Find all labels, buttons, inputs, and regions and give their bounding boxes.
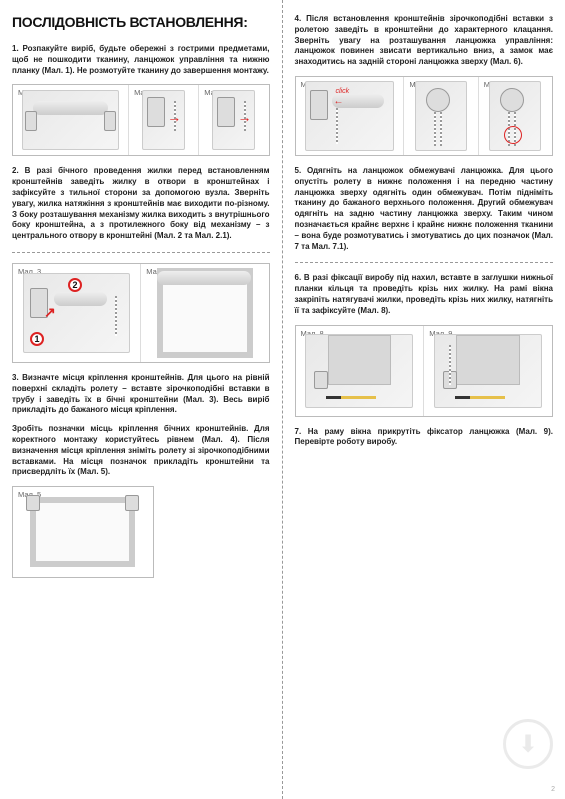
diagram-7 <box>415 81 467 151</box>
click-label: click <box>336 88 350 95</box>
diagram-2: → <box>142 90 185 150</box>
diagram-4 <box>157 268 252 358</box>
diagram-9 <box>434 334 542 408</box>
step-2-text: 2. В разі бічного проведення жилки перед… <box>12 166 270 242</box>
diagram-6: click ← <box>305 81 395 151</box>
step-6-text: 6. В разі фіксації виробу під нахил, вст… <box>295 273 554 316</box>
diagram-71 <box>489 81 541 151</box>
diagram-5 <box>30 497 135 567</box>
screwdriver-icon <box>326 396 376 399</box>
figure-box-3: Мал. 5 <box>12 486 154 578</box>
step-7-text: 7. На раму вікна прикрутіть фіксатор лан… <box>295 427 554 449</box>
callout-1: 1 <box>30 332 44 346</box>
callout-2: 2 <box>68 278 82 292</box>
figure-box-4: Мал. 6 click ← Мал. 7 Мал. 7.1 <box>295 76 554 156</box>
diagram-8 <box>305 334 413 408</box>
diagram-1 <box>22 90 118 150</box>
diagram-3: 1 2 ↗ <box>23 273 130 353</box>
page-number: 2 <box>551 786 555 793</box>
figure-box-2: Мал. 3 1 2 ↗ Мал. 4 <box>12 263 270 363</box>
divider <box>12 252 270 253</box>
divider <box>295 262 554 263</box>
diagram-21: → <box>212 90 255 150</box>
watermark-icon: ⬇ <box>503 719 553 769</box>
step-3a-text: 3. Визначте місця кріплення кронштейнів.… <box>12 373 270 416</box>
figure-box-5: Мал. 8 Мал. 9 <box>295 325 554 417</box>
step-1-text: 1. Розпакуйте виріб, будьте обережні з г… <box>12 44 270 76</box>
step-3b-text: Зробіть позначки місць кріплення бічних … <box>12 424 270 478</box>
figure-box-1: Мал. 1 Мал. 2 → Мал. 2.1 <box>12 84 270 156</box>
step-5-text: 5. Одягніть на ланцюжок обмежувачі ланцю… <box>295 166 554 252</box>
page-title: ПОСЛІДОВНІСТЬ ВСТАНОВЛЕННЯ: <box>12 14 270 30</box>
screwdriver-icon <box>455 396 505 399</box>
step-4-text: 4. Після встановлення кронштейнів зірочк… <box>295 14 554 68</box>
